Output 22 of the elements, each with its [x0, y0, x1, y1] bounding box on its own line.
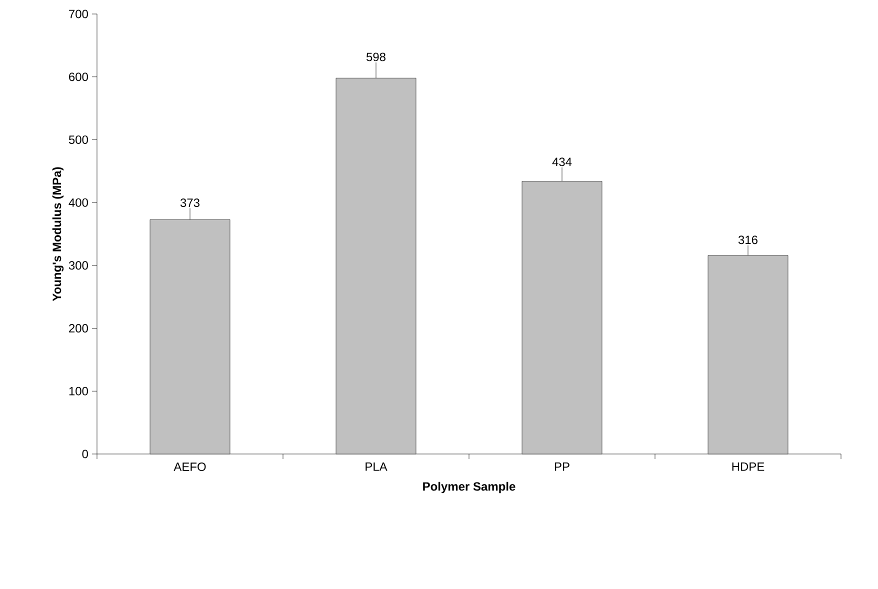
- bar: [522, 180, 602, 454]
- x-tick-label: HDPE: [732, 462, 764, 471]
- bar: [150, 219, 230, 454]
- x-tick-label: AEFO: [174, 462, 206, 472]
- x-tick-label: PP: [554, 462, 570, 471]
- y-tick-label: 300: [68, 261, 88, 270]
- data-label: 598: [366, 52, 386, 62]
- y-tick-label: 0: [82, 450, 88, 458]
- x-tick-label: PLA: [366, 462, 388, 471]
- y-tick-label: 600: [69, 72, 88, 82]
- data-label: 434: [552, 158, 572, 166]
- y-tick-label: 400: [68, 198, 88, 207]
- y-tick-label: 200: [69, 324, 88, 333]
- x-axis-title: Polymer Sample: [423, 482, 516, 494]
- bar: [708, 255, 788, 454]
- y-tick-label: 100: [69, 386, 88, 396]
- data-label: 316: [738, 236, 758, 244]
- y-tick-label: 500: [68, 135, 88, 144]
- y-tick-label: 700: [69, 10, 88, 18]
- bar: [336, 78, 416, 454]
- y-axis-title: Young's Modulus (MPa): [52, 167, 64, 302]
- data-label: 373: [180, 198, 200, 208]
